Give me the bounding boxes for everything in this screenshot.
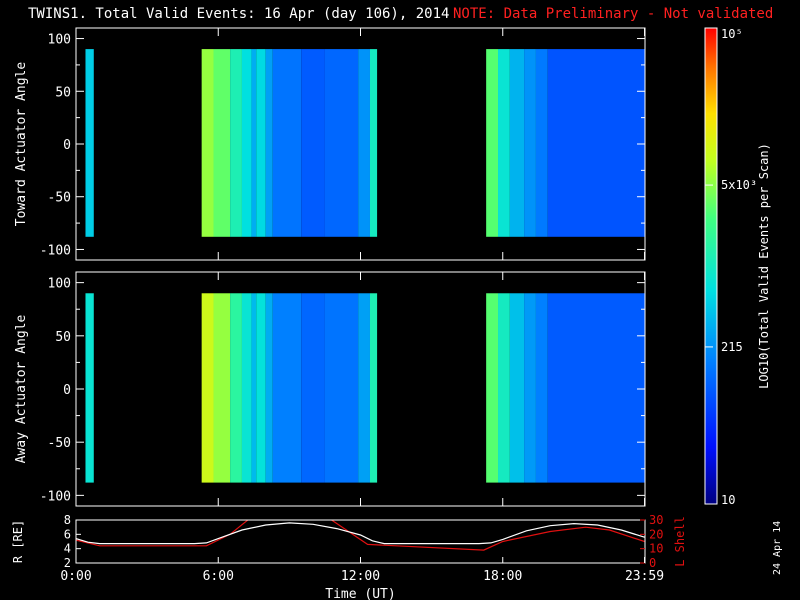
heatmap-cell bbox=[241, 49, 252, 237]
lshell-series-line bbox=[76, 520, 645, 551]
y-axis-label: R [RE] bbox=[11, 520, 25, 563]
heatmap-cell bbox=[524, 49, 536, 237]
heatmap-cell bbox=[369, 49, 378, 237]
heatmap-panel-2: 100 50 0 -50 -100 Away Actuator Angle bbox=[14, 271, 646, 507]
y-tick-label: 50 bbox=[55, 330, 71, 345]
y-axis-label: Away Actuator Angle bbox=[14, 314, 29, 463]
chart-title: TWINS1. Total Valid Events: 16 Apr (day … bbox=[28, 6, 450, 22]
x-axis-label: Time (UT) bbox=[325, 587, 395, 600]
y2-tick-label: 30 bbox=[649, 513, 663, 527]
y2-tick-label: 20 bbox=[649, 527, 663, 541]
y-tick-label: 0 bbox=[63, 138, 71, 153]
heatmap-cell bbox=[201, 293, 214, 483]
y2-tick-label: 0 bbox=[649, 556, 656, 570]
colorbar: 10 215 5x10³ 10⁵ LOG10(Total Valid Events p… bbox=[704, 27, 771, 507]
heatmap-cell bbox=[358, 293, 370, 483]
y-tick-label: -50 bbox=[48, 436, 71, 451]
heatmap-cell bbox=[256, 49, 266, 237]
heatmap-cell bbox=[265, 49, 273, 237]
y-tick-label: -100 bbox=[40, 489, 71, 504]
x-tick-label: 23:59 bbox=[625, 569, 664, 584]
heatmap-cell bbox=[213, 49, 231, 237]
colorbar-gradient bbox=[704, 27, 718, 505]
heatmap-cell bbox=[230, 49, 242, 237]
y-tick-label: -100 bbox=[40, 243, 71, 258]
heatmap-cell bbox=[272, 293, 302, 483]
x-tick-label: 12:00 bbox=[341, 569, 380, 584]
heatmap-cell bbox=[369, 293, 378, 483]
x-tick-label: 0:00 bbox=[60, 569, 91, 584]
heatmap-cell bbox=[547, 293, 645, 483]
heatmap-cell bbox=[241, 293, 252, 483]
heatmap-cell bbox=[486, 293, 499, 483]
heatmap-cell bbox=[251, 293, 257, 483]
y-tick-label: 50 bbox=[55, 85, 71, 100]
colorbar-tick-label: 5x10³ bbox=[721, 178, 757, 192]
plot-frame bbox=[75, 519, 646, 564]
heatmap-cell bbox=[547, 49, 645, 237]
heatmap-cell bbox=[486, 49, 499, 237]
heatmap-cell bbox=[265, 293, 273, 483]
heatmap-cell bbox=[272, 49, 302, 237]
heatmap-cell bbox=[535, 49, 548, 237]
heatmap-cell bbox=[524, 293, 536, 483]
preliminary-note: NOTE: Data Preliminary - Not validated bbox=[453, 6, 774, 22]
y-tick-label: -50 bbox=[48, 191, 71, 206]
heatmap-cell bbox=[301, 49, 325, 237]
heatmap-cell bbox=[535, 293, 548, 483]
heatmap-cell bbox=[358, 49, 370, 237]
colorbar-tick-label: 10 bbox=[721, 493, 735, 507]
y-tick-label: 2 bbox=[64, 556, 71, 570]
y-tick-label: 6 bbox=[64, 527, 71, 541]
heatmap-cell bbox=[301, 293, 325, 483]
y-tick-label: 100 bbox=[48, 277, 71, 292]
heatmap-cell bbox=[251, 49, 257, 237]
heatmap-cell bbox=[256, 293, 266, 483]
heatmap-cell bbox=[230, 293, 242, 483]
radius-series-line bbox=[76, 522, 645, 545]
y2-axis-label: L Shell bbox=[673, 516, 687, 567]
heatmap-cell bbox=[509, 293, 525, 483]
colorbar-label: LOG10(Total Valid Events per Scan) bbox=[757, 143, 771, 389]
heatmap-panel-1: 100 50 0 -50 -100 Toward Actuator Angle bbox=[14, 27, 646, 261]
y-tick-label: 0 bbox=[63, 383, 71, 398]
y-axis-label: Toward Actuator Angle bbox=[14, 62, 29, 227]
heatmap-cell bbox=[498, 293, 510, 483]
colorbar-tick-label: 215 bbox=[721, 340, 743, 354]
heatmap-cell bbox=[324, 49, 359, 237]
heatmap-cell bbox=[213, 293, 231, 483]
colorbar-tick-label: 10⁵ bbox=[721, 27, 743, 41]
heatmap-cell bbox=[498, 49, 510, 237]
heatmap-cell bbox=[85, 293, 94, 483]
x-tick-label: 6:00 bbox=[203, 569, 234, 584]
y-tick-label: 4 bbox=[64, 542, 71, 556]
heatmap-cell bbox=[201, 49, 214, 237]
y-tick-label: 8 bbox=[64, 513, 71, 527]
y2-tick-label: 10 bbox=[649, 542, 663, 556]
heatmap-cell bbox=[85, 49, 94, 237]
heatmap-cell bbox=[509, 49, 525, 237]
y-tick-label: 100 bbox=[48, 33, 71, 48]
x-tick-label: 18:00 bbox=[483, 569, 522, 584]
heatmap-cell bbox=[324, 293, 359, 483]
